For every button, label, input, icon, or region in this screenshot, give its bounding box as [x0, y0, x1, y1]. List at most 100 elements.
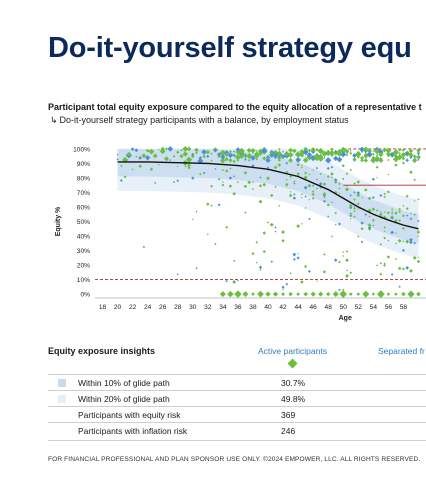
insights-row-value: 30.7% — [281, 378, 306, 388]
data-point — [285, 178, 288, 181]
y-tick-label: 20% — [77, 263, 90, 270]
data-point — [337, 222, 341, 226]
data-point — [191, 218, 194, 221]
data-point — [304, 265, 308, 269]
data-point — [394, 292, 398, 296]
x-tick-label: 44 — [294, 304, 302, 311]
data-point — [319, 172, 322, 176]
data-point — [395, 242, 397, 245]
data-point — [219, 291, 226, 298]
data-point — [281, 285, 285, 289]
data-point — [315, 148, 319, 152]
data-point — [356, 193, 361, 198]
data-point — [401, 248, 405, 252]
data-point — [224, 150, 230, 156]
data-point — [348, 292, 353, 296]
data-point — [380, 211, 382, 213]
data-point — [145, 148, 150, 153]
data-point — [270, 193, 274, 198]
data-point — [349, 168, 352, 172]
data-point — [416, 148, 421, 153]
chart-axes: 0% 10% 20% 30% 40% 50% 60% 70% 80% 90% 100% 18 20 22 2… — [55, 146, 426, 322]
data-point — [407, 290, 415, 298]
y-tick-label: 90% — [77, 161, 90, 168]
data-point — [398, 210, 402, 213]
data-point — [398, 152, 401, 155]
data-point — [165, 147, 168, 151]
data-point — [163, 156, 169, 162]
data-point — [372, 153, 375, 156]
data-point — [232, 279, 237, 284]
data-point — [303, 146, 308, 152]
x-tick-label: 32 — [204, 304, 212, 311]
data-point — [382, 147, 387, 153]
data-point — [364, 213, 368, 216]
data-point — [220, 157, 226, 164]
data-point — [262, 156, 267, 161]
data-point — [296, 224, 301, 229]
data-point — [318, 291, 324, 297]
data-point — [329, 150, 335, 155]
data-point — [307, 269, 311, 273]
data-point — [302, 149, 309, 156]
x-tick-label: 42 — [279, 304, 287, 311]
data-point — [293, 182, 296, 185]
data-point — [349, 194, 352, 197]
x-tick-label: 34 — [219, 304, 227, 311]
data-point — [353, 191, 356, 194]
data-point — [352, 157, 357, 162]
data-point — [383, 262, 386, 265]
data-point — [383, 192, 386, 196]
data-point — [319, 154, 323, 158]
data-point — [258, 265, 263, 269]
data-point — [120, 164, 123, 167]
data-point — [417, 235, 420, 238]
data-point — [312, 184, 315, 187]
data-point — [416, 259, 421, 264]
data-point — [405, 207, 409, 211]
data-point — [152, 153, 158, 159]
data-point — [315, 187, 318, 190]
insights-row-label: Within 10% of glide path — [78, 378, 170, 388]
data-point — [179, 154, 184, 159]
data-point — [172, 180, 176, 184]
data-point — [349, 218, 352, 220]
data-point — [405, 194, 409, 198]
data-point — [371, 196, 375, 199]
x-tick-label: 28 — [174, 304, 182, 311]
data-point — [311, 196, 315, 200]
data-point — [390, 215, 394, 219]
data-point — [202, 154, 206, 159]
x-tick-label: 48 — [325, 304, 333, 311]
data-point — [262, 231, 266, 235]
page-title: Do-it-yourself strategy equ — [48, 32, 412, 64]
data-point — [246, 153, 253, 159]
data-point — [417, 219, 420, 223]
data-point — [265, 291, 271, 297]
data-point — [266, 221, 270, 224]
data-point — [262, 182, 267, 187]
data-point — [187, 163, 191, 168]
data-point — [386, 255, 391, 259]
data-point — [227, 152, 234, 159]
data-point — [292, 252, 297, 257]
data-point — [367, 226, 372, 230]
data-point — [186, 146, 192, 152]
data-point — [368, 150, 371, 153]
data-point — [375, 165, 379, 169]
data-point — [323, 193, 326, 196]
data-point — [210, 152, 213, 155]
data-point — [413, 178, 416, 182]
data-point — [281, 230, 286, 235]
data-point — [308, 173, 311, 176]
data-point — [394, 211, 398, 215]
data-point — [345, 258, 349, 263]
data-point — [306, 152, 313, 158]
data-point — [176, 165, 179, 168]
data-point — [346, 184, 348, 187]
data-point — [149, 167, 154, 171]
data-point — [333, 155, 339, 162]
data-point — [402, 227, 405, 230]
data-point — [303, 291, 308, 297]
data-point — [130, 147, 135, 151]
